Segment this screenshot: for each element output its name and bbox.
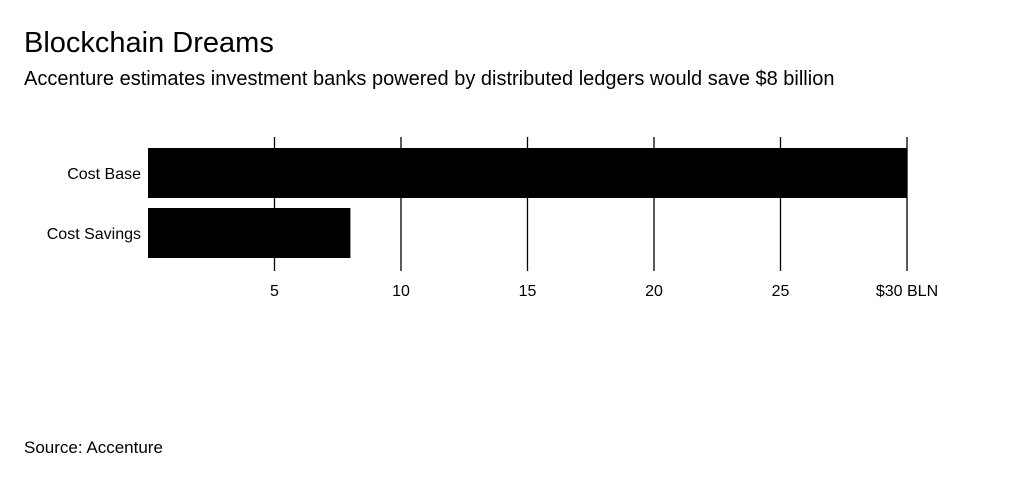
- tick-label: 15: [519, 283, 537, 300]
- bar: [148, 148, 907, 198]
- tick-label: 25: [772, 283, 790, 300]
- tick-label: 5: [270, 283, 279, 300]
- tick-label: $30 BLN: [876, 283, 938, 300]
- category-label: Cost Savings: [47, 226, 141, 243]
- source-note: Source: Accenture: [24, 438, 163, 457]
- tick-label: 20: [645, 283, 663, 300]
- chart-subtitle: Accenture estimates investment banks pow…: [24, 68, 835, 90]
- category-label: Cost Base: [67, 166, 141, 183]
- tick-label: 10: [392, 283, 410, 300]
- bar: [148, 208, 351, 258]
- chart-title: Blockchain Dreams: [24, 27, 274, 59]
